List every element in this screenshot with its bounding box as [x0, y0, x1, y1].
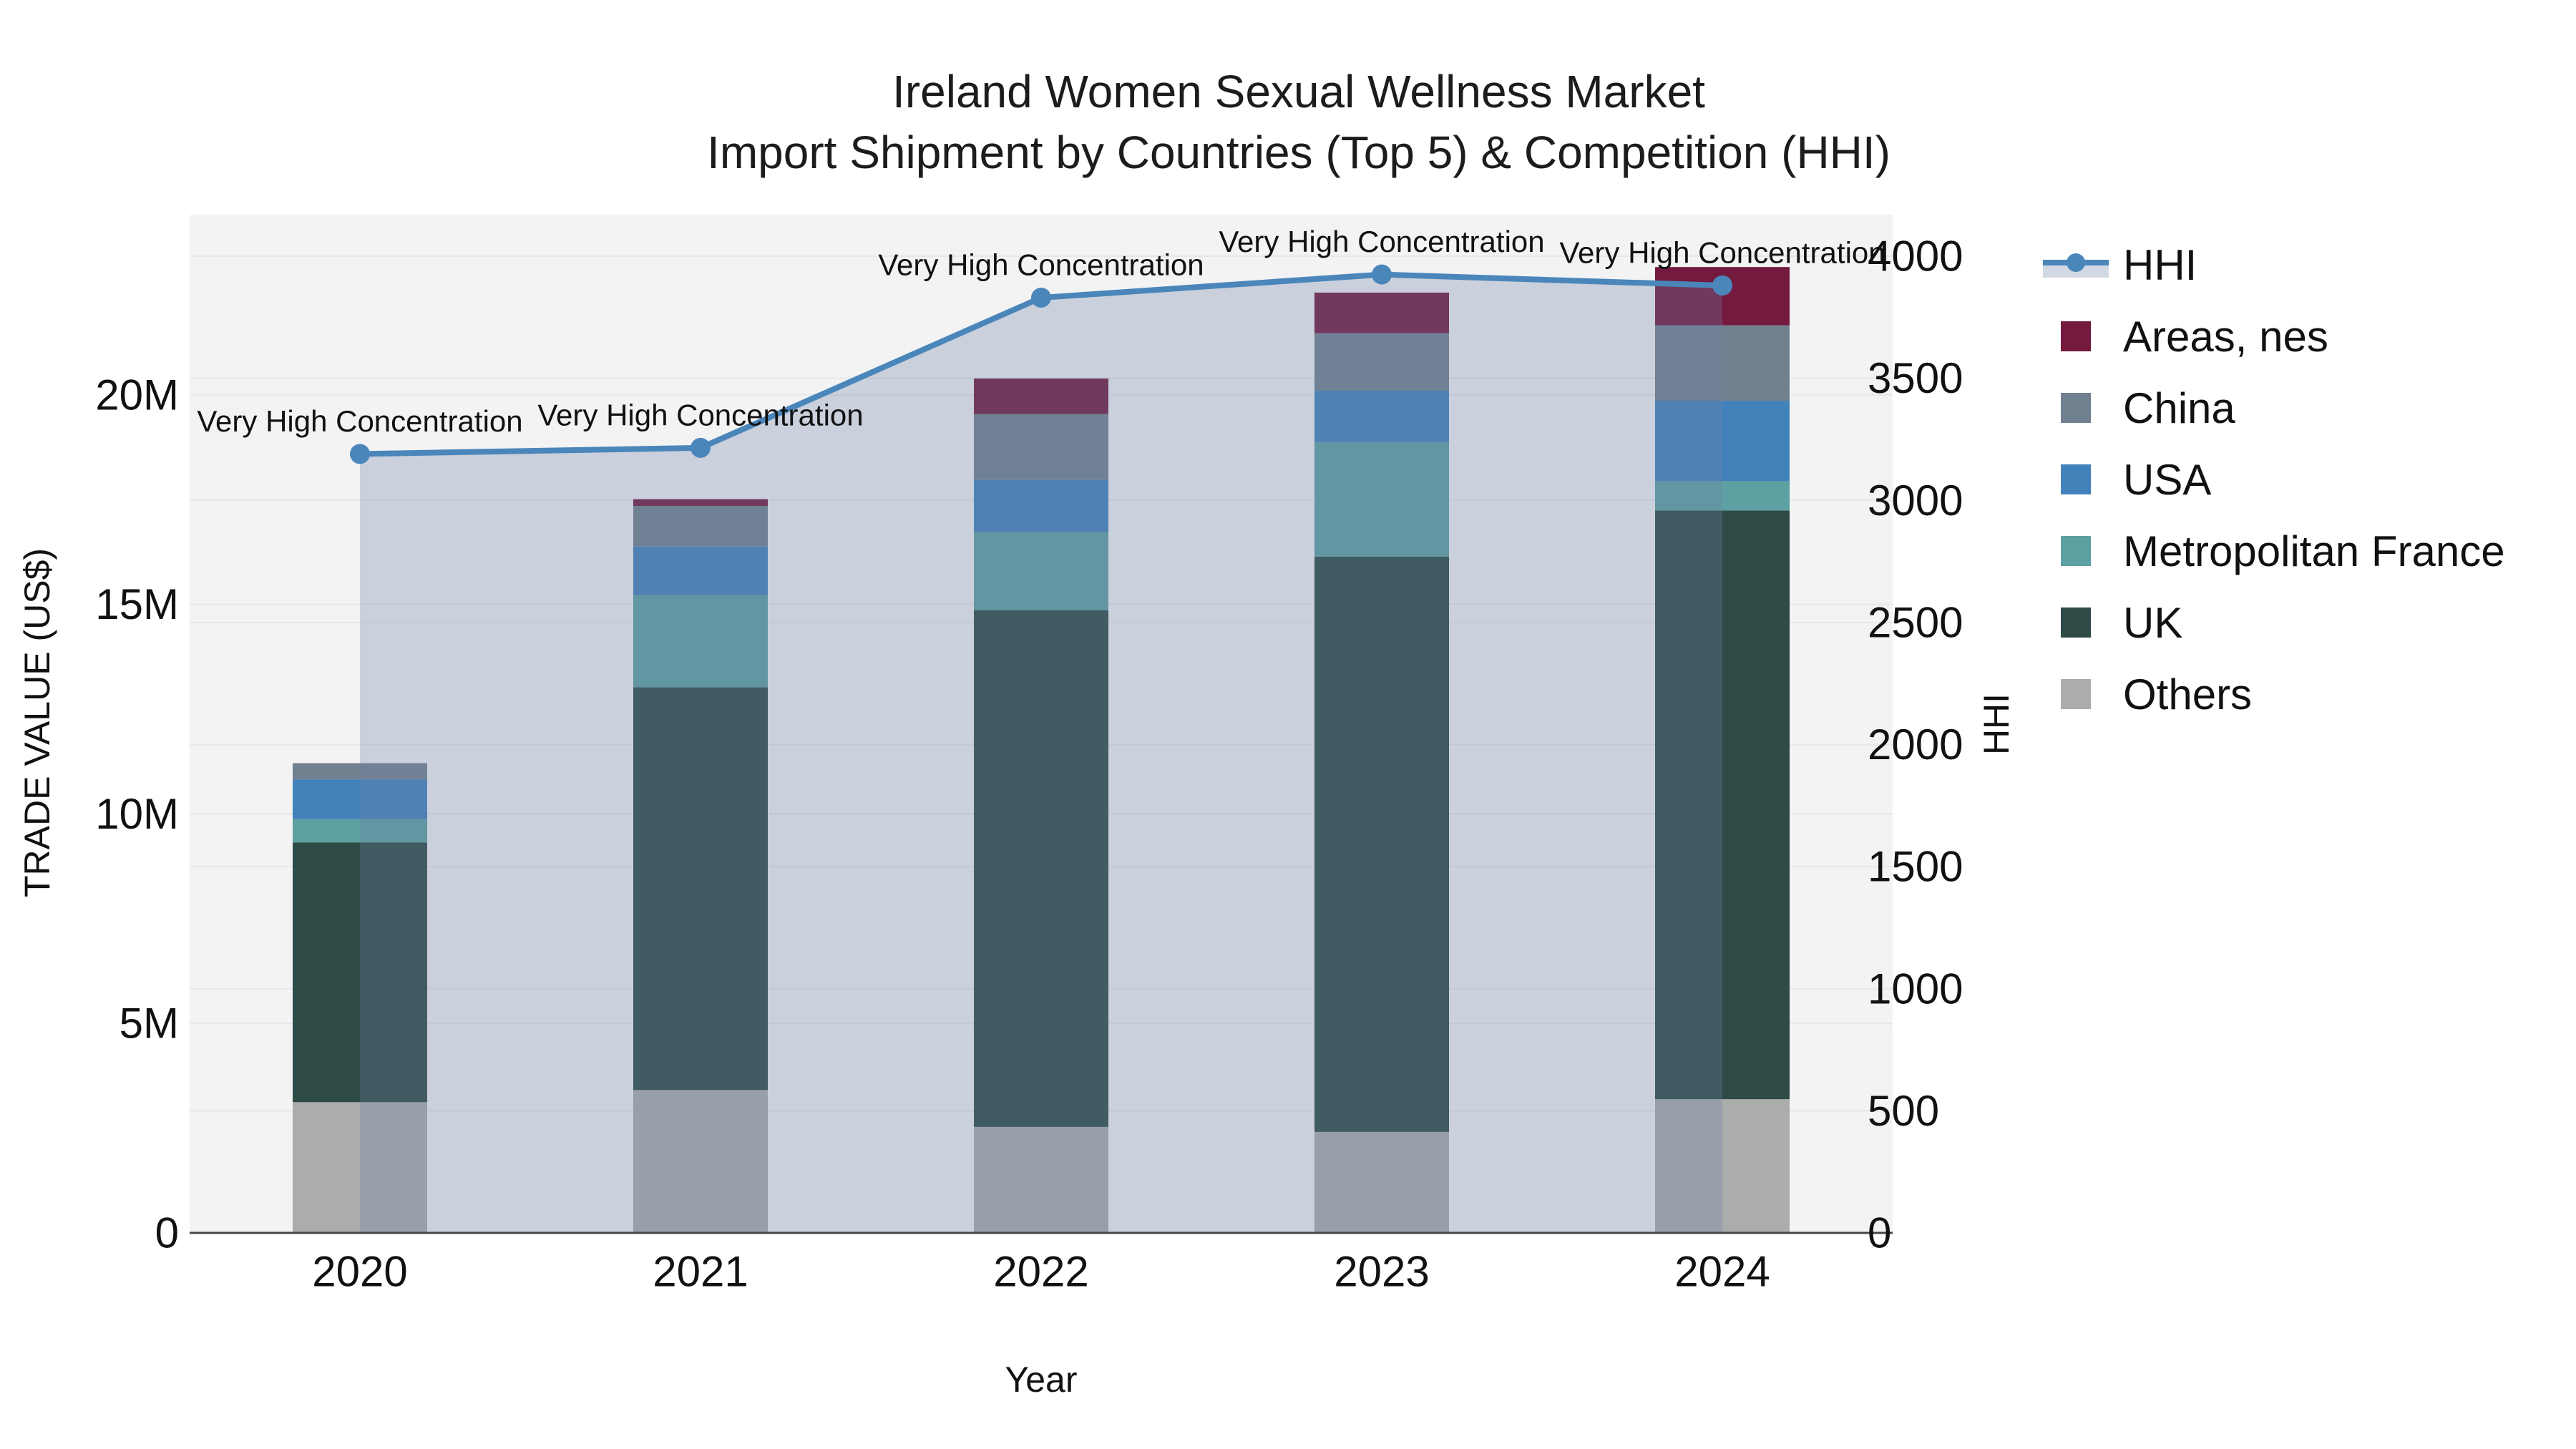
legend-item-metropolitan-france[interactable]: Metropolitan France	[2043, 515, 2505, 587]
annotation-2022: Very High Concentration	[878, 248, 1204, 282]
hhi-marker-2024[interactable]	[1712, 275, 1732, 296]
annotation-2021: Very High Concentration	[537, 398, 863, 431]
bar-segment-uk-2022[interactable]	[974, 610, 1108, 1127]
bar-segment-metropolitan-france-2023[interactable]	[1314, 441, 1449, 557]
bar-segment-uk-2023[interactable]	[1314, 556, 1449, 1132]
bar-segment-others-2024[interactable]	[1655, 1099, 1790, 1233]
x-axis-title: Year	[1005, 1360, 1078, 1400]
right-tick-3500: 3500	[1868, 354, 1963, 402]
bar-segment-areas-nes-2021[interactable]	[633, 499, 768, 506]
annotation-2024: Very High Concentration	[1559, 235, 1885, 269]
legend-item-uk[interactable]: UK	[2043, 587, 2505, 658]
chart-title-line2: Import Shipment by Countries (Top 5) & C…	[707, 127, 1890, 178]
uk-swatch-icon	[2043, 607, 2109, 638]
bar-segment-usa-2022[interactable]	[974, 479, 1108, 532]
china-swatch-icon	[2043, 392, 2109, 424]
legend: HHI Areas, nes China USA Metropolitan Fr…	[2043, 229, 2505, 730]
legend-item-others[interactable]: Others	[2043, 658, 2505, 730]
x-tick-2020: 2020	[312, 1248, 407, 1296]
annotation-2023: Very High Concentration	[1219, 225, 1544, 258]
right-axis-title: HHI	[1976, 693, 2016, 756]
annotation-2020: Very High Concentration	[197, 404, 522, 438]
bar-segment-metropolitan-france-2021[interactable]	[633, 595, 768, 688]
right-tick-2500: 2500	[1868, 598, 1963, 646]
left-tick-10M: 10M	[95, 790, 179, 838]
legend-label: USA	[2123, 455, 2212, 504]
legend-label: Areas, nes	[2123, 312, 2328, 361]
bar-segment-usa-2020[interactable]	[293, 779, 427, 819]
right-tick-4000: 4000	[1868, 233, 1963, 280]
hhi-marker-2020[interactable]	[350, 444, 370, 464]
bar-segment-uk-2020[interactable]	[293, 842, 427, 1103]
france-swatch-icon	[2043, 535, 2109, 567]
bar-segment-others-2020[interactable]	[293, 1102, 427, 1233]
chart-title-line1: Ireland Women Sexual Wellness Market	[892, 66, 1705, 117]
chart-title: Ireland Women Sexual Wellness Market Imp…	[21, 62, 2576, 183]
right-tick-2000: 2000	[1868, 721, 1963, 769]
legend-item-areas-nes[interactable]: Areas, nes	[2043, 301, 2505, 372]
legend-label: HHI	[2123, 240, 2197, 289]
bar-segment-china-2020[interactable]	[293, 763, 427, 780]
bar-segment-uk-2024[interactable]	[1655, 510, 1790, 1100]
bar-segment-china-2021[interactable]	[633, 505, 768, 547]
left-tick-0: 0	[155, 1209, 179, 1257]
bar-segment-others-2023[interactable]	[1314, 1131, 1449, 1233]
left-tick-15M: 15M	[95, 580, 179, 628]
legend-item-china[interactable]: China	[2043, 372, 2505, 444]
bar-segment-metropolitan-france-2024[interactable]	[1655, 481, 1790, 511]
others-swatch-icon	[2043, 678, 2109, 710]
x-tick-2021: 2021	[653, 1248, 748, 1296]
x-tick-2023: 2023	[1334, 1248, 1429, 1296]
right-tick-1000: 1000	[1868, 965, 1963, 1013]
hhi-line-icon	[2043, 249, 2109, 280]
bar-segment-china-2023[interactable]	[1314, 333, 1449, 391]
right-tick-1500: 1500	[1868, 843, 1963, 891]
bar-segment-china-2022[interactable]	[974, 414, 1108, 480]
left-tick-5M: 5M	[119, 1000, 179, 1048]
legend-label: Metropolitan France	[2123, 527, 2505, 575]
hhi-marker-2023[interactable]	[1372, 264, 1392, 285]
left-tick-20M: 20M	[95, 371, 179, 419]
bar-segment-usa-2023[interactable]	[1314, 390, 1449, 442]
areas-nes-swatch-icon	[2043, 321, 2109, 352]
bar-segment-areas-nes-2023[interactable]	[1314, 292, 1449, 333]
legend-label: Others	[2123, 670, 2253, 718]
usa-swatch-icon	[2043, 464, 2109, 495]
x-tick-2024: 2024	[1674, 1248, 1770, 1296]
bar-segment-uk-2021[interactable]	[633, 687, 768, 1091]
legend-item-hhi[interactable]: HHI	[2043, 229, 2505, 301]
bar-segment-china-2024[interactable]	[1655, 325, 1790, 401]
left-axis-title: TRADE VALUE (US$)	[17, 547, 57, 898]
legend-label: UK	[2123, 598, 2183, 647]
right-tick-500: 500	[1868, 1087, 1939, 1135]
bar-segment-metropolitan-france-2022[interactable]	[974, 532, 1108, 610]
hhi-marker-2021[interactable]	[691, 437, 711, 458]
bar-segment-areas-nes-2022[interactable]	[974, 378, 1108, 414]
right-tick-3000: 3000	[1868, 477, 1963, 525]
bar-segment-metropolitan-france-2020[interactable]	[293, 819, 427, 843]
x-tick-2022: 2022	[993, 1248, 1088, 1296]
bar-segment-usa-2021[interactable]	[633, 546, 768, 595]
hhi-area-fill	[360, 274, 1722, 1234]
hhi-marker-2022[interactable]	[1031, 288, 1051, 308]
bar-segment-others-2021[interactable]	[633, 1090, 768, 1233]
legend-item-usa[interactable]: USA	[2043, 444, 2505, 515]
legend-label: China	[2123, 384, 2235, 432]
bar-segment-usa-2024[interactable]	[1655, 401, 1790, 482]
bar-segment-others-2022[interactable]	[974, 1126, 1108, 1233]
right-tick-0: 0	[1868, 1209, 1891, 1257]
